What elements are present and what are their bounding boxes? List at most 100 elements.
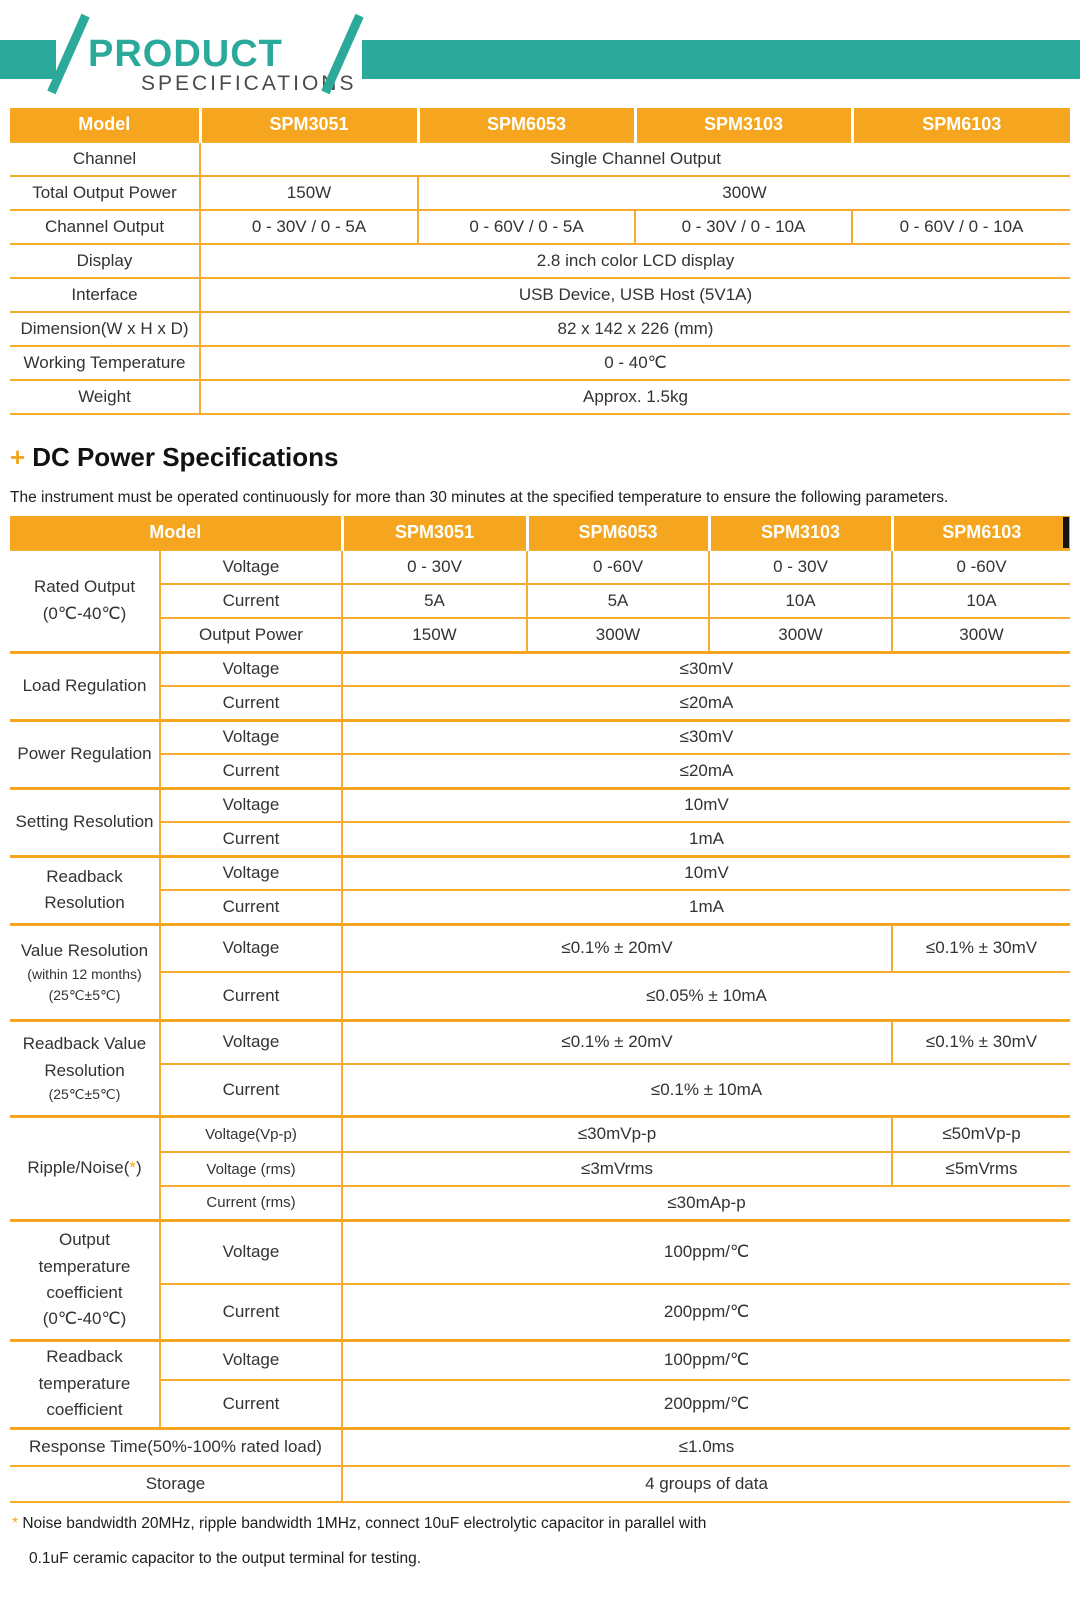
value-cell: ≤0.1% ± 20mV [341, 1018, 893, 1065]
value-cell: 1mA [341, 821, 1070, 857]
value-cell: 150W [199, 175, 419, 211]
overview-row-channel-output: Channel Output 0 - 30V / 0 - 5A 0 - 60V … [10, 209, 1070, 245]
value-cell: 0 - 30V [341, 549, 528, 585]
category-label-line: Rated Output [33, 577, 136, 597]
spec-row-readback-value-voltage: Readback Value Resolution (25℃±5℃) Volta… [10, 1018, 1070, 1117]
value-cell: 300W [891, 617, 1070, 653]
overview-table-wrapper: Model SPM3051 SPM6053 SPM3103 SPM6103 Ch… [10, 108, 1070, 415]
row-label: Channel [10, 141, 201, 177]
value-cell: ≤5mVrms [891, 1151, 1070, 1187]
sub-label: Current [160, 1379, 343, 1429]
category-label-line: Value Resolution [20, 940, 149, 960]
spec-row-value-res-voltage: Value Resolution (within 12 months) (25℃… [10, 922, 1070, 1021]
category-label-setting-resolution: Setting Resolution [10, 786, 161, 857]
ripple-label-text: ) [136, 1158, 142, 1177]
sub-label: Voltage(Vp-p) [159, 1114, 343, 1153]
spec-row-value-res-current: Current ≤0.05% ± 10mA [10, 971, 1070, 1021]
value-cell: 10A [708, 583, 893, 619]
spec-header-model: Model [10, 516, 342, 550]
footnote-line1: * Noise bandwidth 20MHz, ripple bandwidt… [12, 1515, 1070, 1533]
category-label-line: Output [58, 1230, 111, 1250]
dc-heading-text: DC Power Specifications [32, 442, 339, 472]
overview-row-working-temperature: Working Temperature 0 - 40℃ [10, 345, 1070, 381]
spec-row-ripple-vpp: Ripple/Noise(*) Voltage(Vp-p) ≤30mVp-p ≤… [10, 1114, 1070, 1221]
footnote-line2: 0.1uF ceramic capacitor to the output te… [29, 1550, 421, 1567]
spec-row-load-reg-voltage: Load Regulation Voltage ≤30mV [10, 650, 1070, 721]
sub-label: Current [160, 753, 343, 789]
value-cell: ≤20mA [341, 753, 1070, 789]
spec-row-ripple-crms: Current (rms) ≤30mAp-p [10, 1185, 1070, 1221]
category-label-value-resolution: Value Resolution (within 12 months) (25℃… [10, 922, 161, 1021]
value-cell: Single Channel Output [199, 141, 1070, 177]
sub-label: Voltage [159, 1018, 343, 1065]
row-label: Display [10, 243, 201, 279]
spec-row-output-temp-voltage: Output temperature coefficient (0℃-40℃) … [10, 1218, 1070, 1341]
dark-edge-mark [1063, 517, 1069, 548]
spec-header-col: SPM6053 [525, 516, 709, 550]
value-cell: 300W [708, 617, 893, 653]
value-cell: ≤30mV [341, 718, 1070, 755]
category-label-line: temperature [38, 1373, 131, 1393]
value-cell: 150W [341, 617, 528, 653]
overview-row-total-power: Total Output Power 150W 300W [10, 175, 1070, 211]
category-label-rated-output: Rated Output (0℃-40℃) [10, 549, 161, 653]
spec-header-col: SPM6103 [890, 516, 1070, 550]
spec-header-col: SPM3103 [707, 516, 892, 550]
overview-row-dimension: Dimension(W x H x D) 82 x 142 x 226 (mm) [10, 311, 1070, 347]
ripple-label-text: Ripple/Noise( [27, 1158, 130, 1177]
sub-label: Voltage [159, 1218, 343, 1285]
overview-header-col: SPM6103 [850, 108, 1070, 142]
row-label: Working Temperature [10, 345, 201, 381]
footnote: * Noise bandwidth 20MHz, ripple bandwidt… [12, 1515, 1070, 1568]
footnote-text: Noise bandwidth 20MHz, ripple bandwidth … [22, 1515, 707, 1532]
category-label-line: temperature [38, 1256, 131, 1276]
value-cell: ≤30mAp-p [341, 1185, 1070, 1221]
banner-subtitle: SPECIFICATIONS [141, 72, 357, 95]
row-label: Dimension(W x H x D) [10, 311, 201, 347]
spec-header-col: SPM3051 [340, 516, 527, 550]
spec-row-rated-voltage: Rated Output (0℃-40℃) Voltage 0 - 30V 0 … [10, 549, 1070, 653]
category-label-line: Readback [46, 866, 123, 886]
category-label-ripple-noise: Ripple/Noise(*) [10, 1114, 161, 1221]
sub-label: Current (rms) [160, 1185, 343, 1221]
value-cell: ≤0.1% ± 30mV [891, 1018, 1070, 1065]
row-label: Storage [10, 1465, 343, 1503]
plus-icon: + [10, 442, 26, 472]
spec-row-output-temp-current: Current 200ppm/℃ [10, 1283, 1070, 1341]
category-label-line: (25℃±5℃) [48, 987, 121, 1004]
category-label-line: (25℃±5℃) [48, 1085, 121, 1102]
value-cell: ≤0.1% ± 30mV [891, 922, 1070, 973]
banner-title: PRODUCT [88, 33, 283, 75]
spec-table-wrapper: Model SPM3051 SPM6053 SPM3103 SPM6103 Ra… [10, 516, 1070, 1503]
category-label-line: (0℃-40℃) [42, 603, 127, 623]
category-label-line: (0℃-40℃) [42, 1309, 127, 1329]
spec-row-response-time: Response Time(50%-100% rated load) ≤1.0m… [10, 1426, 1070, 1467]
overview-header-col: SPM6053 [416, 108, 635, 142]
value-cell: Approx. 1.5kg [199, 379, 1070, 415]
row-label: Weight [10, 379, 201, 415]
value-cell: 1mA [341, 889, 1070, 925]
value-cell: 0 -60V [526, 549, 710, 585]
spec-row-power-reg-voltage: Power Regulation Voltage ≤30mV [10, 718, 1070, 789]
value-cell: ≤0.1% ± 20mV [341, 922, 893, 973]
sub-label: Voltage [159, 1338, 343, 1381]
value-cell: ≤3mVrms [341, 1151, 893, 1187]
sub-label: Output Power [160, 617, 343, 653]
spec-header-row: Model SPM3051 SPM6053 SPM3103 SPM6103 [10, 516, 1070, 550]
dc-section-heading: + DC Power Specifications [10, 442, 1070, 473]
value-cell: ≤50mVp-p [891, 1114, 1070, 1153]
sub-label: Voltage [159, 718, 343, 755]
spec-table: Model SPM3051 SPM6053 SPM3103 SPM6103 Ra… [10, 516, 1070, 1503]
banner-bar-left [0, 40, 56, 79]
spec-row-ripple-vrms: Voltage (rms) ≤3mVrms ≤5mVrms [10, 1151, 1070, 1187]
value-cell: 10mV [341, 854, 1070, 891]
value-cell: 5A [526, 583, 710, 619]
value-cell: USB Device, USB Host (5V1A) [199, 277, 1070, 313]
value-cell: 0 - 60V / 0 - 5A [417, 209, 636, 245]
value-cell: 200ppm/℃ [341, 1379, 1070, 1429]
value-cell: 100ppm/℃ [341, 1338, 1070, 1381]
value-cell: 2.8 inch color LCD display [199, 243, 1070, 279]
value-cell: 10mV [341, 786, 1070, 823]
category-label-readback-resolution: Readback Resolution [10, 854, 161, 925]
